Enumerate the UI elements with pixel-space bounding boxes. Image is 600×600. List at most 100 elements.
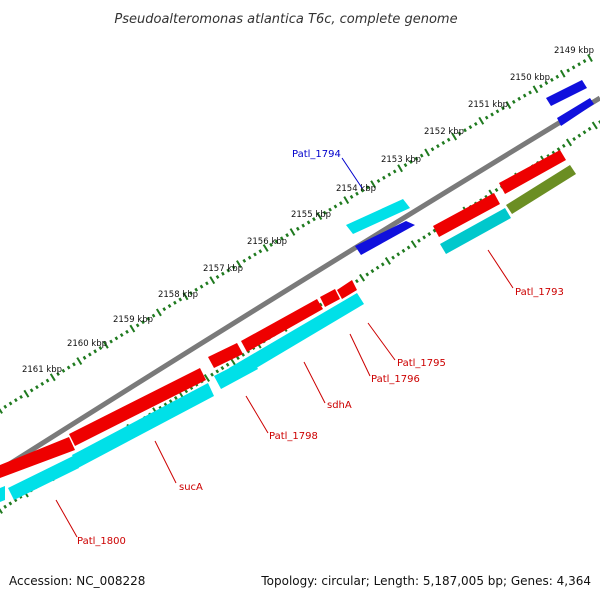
label-patl-1794[interactable]: Patl_1794: [292, 149, 341, 160]
label-sdha[interactable]: sdhA: [327, 400, 352, 411]
feature-blue-2[interactable]: [557, 98, 594, 126]
minor-tick: [93, 349, 98, 354]
minor-tick: [571, 65, 576, 70]
minor-tick: [490, 112, 494, 117]
feature-olive-1[interactable]: [506, 165, 576, 214]
leader-suca: [154, 440, 177, 484]
feature-blue-1[interactable]: [546, 80, 587, 106]
minor-tick: [446, 137, 451, 142]
minor-tick: [82, 355, 87, 360]
major-tick: [370, 180, 377, 189]
feature-patl-1795[interactable]: [337, 280, 357, 299]
outer-tick-ring: [0, 54, 593, 414]
kbp-label: 2156 kbp: [247, 237, 287, 247]
label-patl-1795[interactable]: Patl_1795: [397, 358, 446, 369]
minor-tick: [360, 188, 365, 193]
minor-tick: [306, 220, 311, 225]
minor-tick: [215, 274, 220, 279]
minor-tick: [151, 313, 156, 318]
label-patl-1793[interactable]: Patl_1793: [515, 287, 564, 298]
minor-tick: [556, 147, 561, 152]
minor-tick: [382, 175, 386, 180]
minor-tick: [8, 401, 13, 406]
leader-patl-1793: [487, 249, 514, 289]
feature-labels: Patl_1794 Patl_1793 Patl_1795 Patl_1796 …: [77, 149, 564, 547]
feature-cyan-3[interactable]: [0, 486, 5, 502]
feature-blue-3[interactable]: [355, 221, 415, 255]
feature-patl-1796[interactable]: [320, 289, 340, 307]
feature-patl-1794[interactable]: [346, 199, 410, 234]
major-tick: [587, 54, 593, 62]
minor-tick: [168, 399, 173, 404]
minor-tick: [40, 381, 45, 386]
minor-tick: [473, 121, 478, 126]
leader-sdha: [303, 361, 326, 404]
minor-tick: [242, 258, 247, 263]
label-patl-1800[interactable]: Patl_1800: [77, 536, 126, 547]
minor-tick: [561, 143, 566, 148]
feature-patl-1793[interactable]: [440, 208, 511, 254]
minor-tick: [29, 388, 34, 393]
minor-tick: [403, 163, 408, 168]
minor-tick: [3, 404, 8, 409]
major-tick: [0, 508, 3, 514]
kbp-label: 2152 kbp: [424, 127, 464, 137]
leader-patl-1795: [367, 322, 396, 361]
minor-tick: [247, 255, 252, 260]
minor-tick: [544, 81, 549, 86]
label-patl-1796[interactable]: Patl_1796: [371, 374, 420, 385]
feature-patl-1800[interactable]: [8, 456, 79, 500]
minor-tick: [253, 252, 257, 257]
major-tick: [155, 308, 162, 317]
feature-patl-1798[interactable]: [214, 357, 258, 389]
minor-tick: [312, 217, 316, 222]
feature-cyan-2[interactable]: [72, 383, 214, 468]
minor-tick: [555, 74, 560, 79]
minor-tick: [338, 201, 343, 206]
feature-cyan-1[interactable]: [229, 293, 364, 380]
minor-tick: [236, 356, 240, 361]
kbp-label: 2154 kbp: [336, 184, 376, 194]
major-tick: [559, 69, 566, 78]
minor-tick: [414, 156, 419, 161]
label-patl-1798[interactable]: Patl_1798: [269, 431, 318, 442]
major-tick: [316, 212, 323, 221]
major-tick: [49, 373, 56, 382]
feature-red-2[interactable]: [433, 193, 500, 237]
feature-red-4[interactable]: [0, 437, 75, 478]
feature-sdha[interactable]: [241, 299, 323, 352]
feature-red-1[interactable]: [499, 150, 566, 194]
minor-tick: [392, 169, 397, 174]
major-tick: [236, 260, 242, 269]
minor-tick: [427, 232, 432, 236]
label-suca[interactable]: sucA: [179, 482, 203, 493]
feature-red-3[interactable]: [208, 343, 243, 368]
leader-patl-1800: [55, 499, 78, 538]
minor-tick: [125, 329, 129, 334]
minor-tick: [494, 188, 499, 193]
kbp-label: 2158 kbp: [158, 290, 198, 300]
minor-tick: [231, 265, 236, 270]
feature-suca[interactable]: [69, 368, 206, 446]
minor-tick: [114, 336, 119, 341]
leader-patl-1796: [349, 333, 371, 377]
minor-tick: [577, 133, 582, 138]
major-tick: [182, 292, 189, 301]
minor-tick: [365, 272, 370, 277]
minor-tick: [87, 352, 92, 357]
minor-tick: [225, 362, 230, 367]
minor-tick: [333, 204, 338, 209]
kbp-label: 2150 kbp: [510, 73, 550, 83]
minor-tick: [582, 130, 587, 135]
minor-tick: [215, 369, 220, 374]
minor-tick: [572, 137, 577, 142]
minor-tick: [419, 153, 424, 158]
kbp-label: 2149 kbp: [554, 46, 594, 56]
major-tick: [359, 273, 366, 282]
minor-tick: [430, 147, 435, 152]
minor-tick: [13, 398, 18, 403]
kbp-label: 2157 kbp: [203, 264, 243, 274]
map-title: Pseudoalteromonas atlantica T6c, complet…: [114, 12, 457, 27]
minor-tick: [119, 333, 124, 338]
kbp-label: 2155 kbp: [291, 210, 331, 220]
